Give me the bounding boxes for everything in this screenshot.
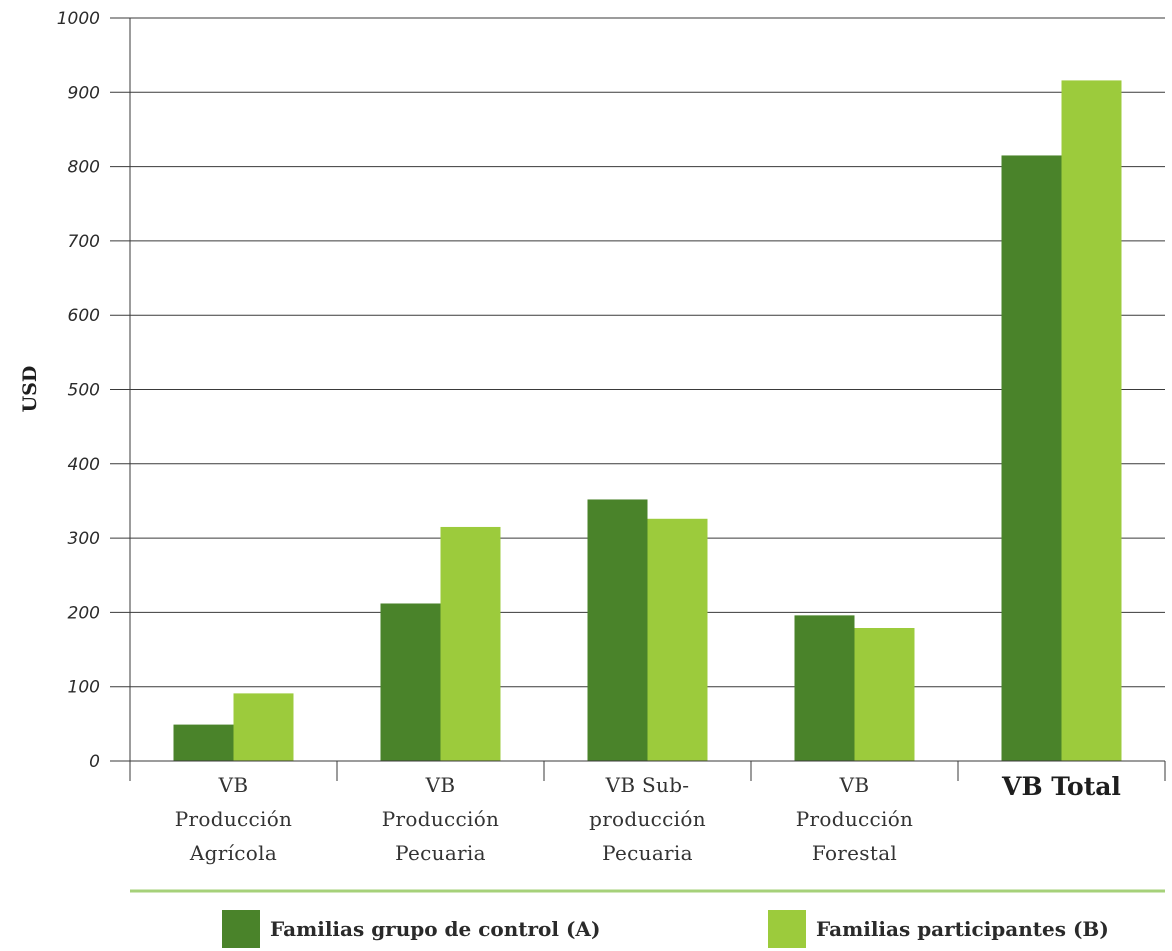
x-category-label: VB Total [1001, 772, 1121, 801]
y-tick-label: 0 [89, 752, 100, 772]
x-category-label: Pecuaria [395, 841, 486, 865]
x-category-label: Producción [382, 807, 499, 831]
legend: Familias grupo de control (A) Familias pa… [130, 889, 1165, 948]
y-tick-label: 500 [68, 381, 100, 401]
x-category-label: Producción [175, 807, 292, 831]
y-tick-label: 600 [68, 306, 100, 326]
y-tick-label: 900 [68, 83, 100, 103]
x-category-label: Producción [796, 807, 913, 831]
y-tick-label: 800 [68, 158, 100, 178]
x-category-label: VB [839, 773, 870, 797]
x-category-label: Forestal [812, 841, 897, 865]
axes [110, 18, 1166, 781]
bar-a-0 [173, 724, 234, 761]
bar-b-0 [233, 693, 294, 761]
bar-b-4 [1061, 80, 1122, 762]
x-category-label: VB [218, 773, 249, 797]
bar-a-2 [587, 499, 648, 761]
bar-b-3 [854, 628, 915, 761]
legend-label: Familias participantes (B) [816, 917, 1109, 941]
legend-swatch [222, 910, 260, 948]
y-axis-label: USD [19, 366, 41, 413]
y-tick-labels: 0 100 200 300 400 500 600 700 800 900 1000 [57, 9, 100, 772]
y-tick-label: 400 [68, 455, 100, 475]
bar-b-1 [440, 526, 501, 761]
y-tick-label: 1000 [57, 9, 100, 29]
x-category-label: VB [425, 773, 456, 797]
x-category-label: producción [589, 807, 706, 831]
bar-a-3 [794, 615, 855, 761]
gridlines [110, 17, 1165, 688]
y-tick-label: 100 [68, 678, 100, 698]
legend-swatch [768, 910, 806, 948]
bar-a-1 [380, 603, 441, 761]
bar-b-2 [647, 518, 708, 761]
legend-label: Familias grupo de control (A) [270, 917, 600, 941]
bars [173, 80, 1122, 762]
x-category-labels: VB Producción Agrícola VB Producción Pecuaria… [175, 772, 1121, 865]
y-tick-label: 200 [68, 603, 100, 623]
bar-a-4 [1001, 155, 1062, 761]
y-tick-label: 700 [68, 232, 100, 252]
x-category-label: Pecuaria [602, 841, 693, 865]
x-category-label: VB Sub- [605, 773, 690, 797]
x-category-label: Agrícola [189, 841, 277, 865]
y-tick-label: 300 [68, 529, 100, 549]
